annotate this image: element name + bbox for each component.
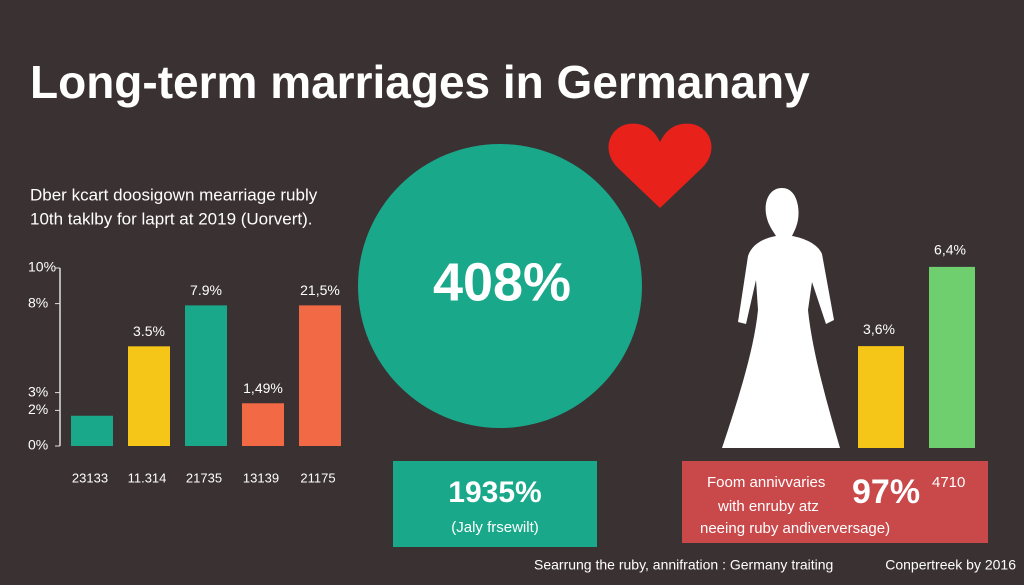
value-label: 6,4% xyxy=(934,242,966,258)
footer-left: Searrung the ruby, annifration : Germany… xyxy=(534,557,833,573)
x-tick-label: 13139 xyxy=(243,470,279,485)
footer-right: Conpertreek by 2016 xyxy=(885,557,1016,573)
red-box-small: 4710 xyxy=(932,474,965,491)
y-tick-label: 10% xyxy=(28,259,56,275)
bar xyxy=(299,305,341,446)
y-tick-label: 2% xyxy=(28,401,48,417)
bar xyxy=(858,346,904,448)
person-silhouette xyxy=(722,188,840,448)
title: Long-term marriages in Germanany xyxy=(30,56,810,108)
bar xyxy=(929,266,975,448)
x-tick-label: 21175 xyxy=(300,470,335,485)
x-tick-label: 21735 xyxy=(186,470,222,485)
bar-annotation: 21,5% xyxy=(300,282,340,298)
y-tick-label: 8% xyxy=(28,294,48,310)
y-tick-label: 3% xyxy=(28,383,48,399)
red-box xyxy=(682,461,988,543)
bar xyxy=(71,415,113,446)
x-tick-label: 11.314 xyxy=(128,470,167,485)
subtitle: Dber kcart doosigown mearriage rubly xyxy=(30,185,318,204)
green-box xyxy=(393,461,597,547)
bar xyxy=(242,403,284,446)
green-box-caption: (Jaly frsewilt) xyxy=(451,519,539,536)
green-box-value: 1935% xyxy=(448,476,541,509)
red-box-text: with enruby atz xyxy=(717,498,819,515)
bar-annotation: 7.9% xyxy=(190,282,222,298)
subtitle: 10th taklby for laprt at 2019 (Uorvert). xyxy=(30,209,313,228)
red-box-text: neeing ruby andiverversage) xyxy=(700,520,890,537)
y-tick-label: 0% xyxy=(28,437,48,453)
value-label: 3,6% xyxy=(863,321,895,337)
heart xyxy=(608,123,712,208)
bar xyxy=(128,346,170,446)
red-box-big: 97% xyxy=(852,473,920,511)
bar xyxy=(185,305,227,446)
bar-annotation: 3.5% xyxy=(133,323,165,339)
x-tick-label: 23133 xyxy=(72,470,108,485)
bar-annotation: 1,49% xyxy=(243,380,283,396)
circle xyxy=(358,144,642,428)
red-box-text: Foom annivvaries xyxy=(707,474,825,491)
circle-text: 408% xyxy=(433,252,571,312)
